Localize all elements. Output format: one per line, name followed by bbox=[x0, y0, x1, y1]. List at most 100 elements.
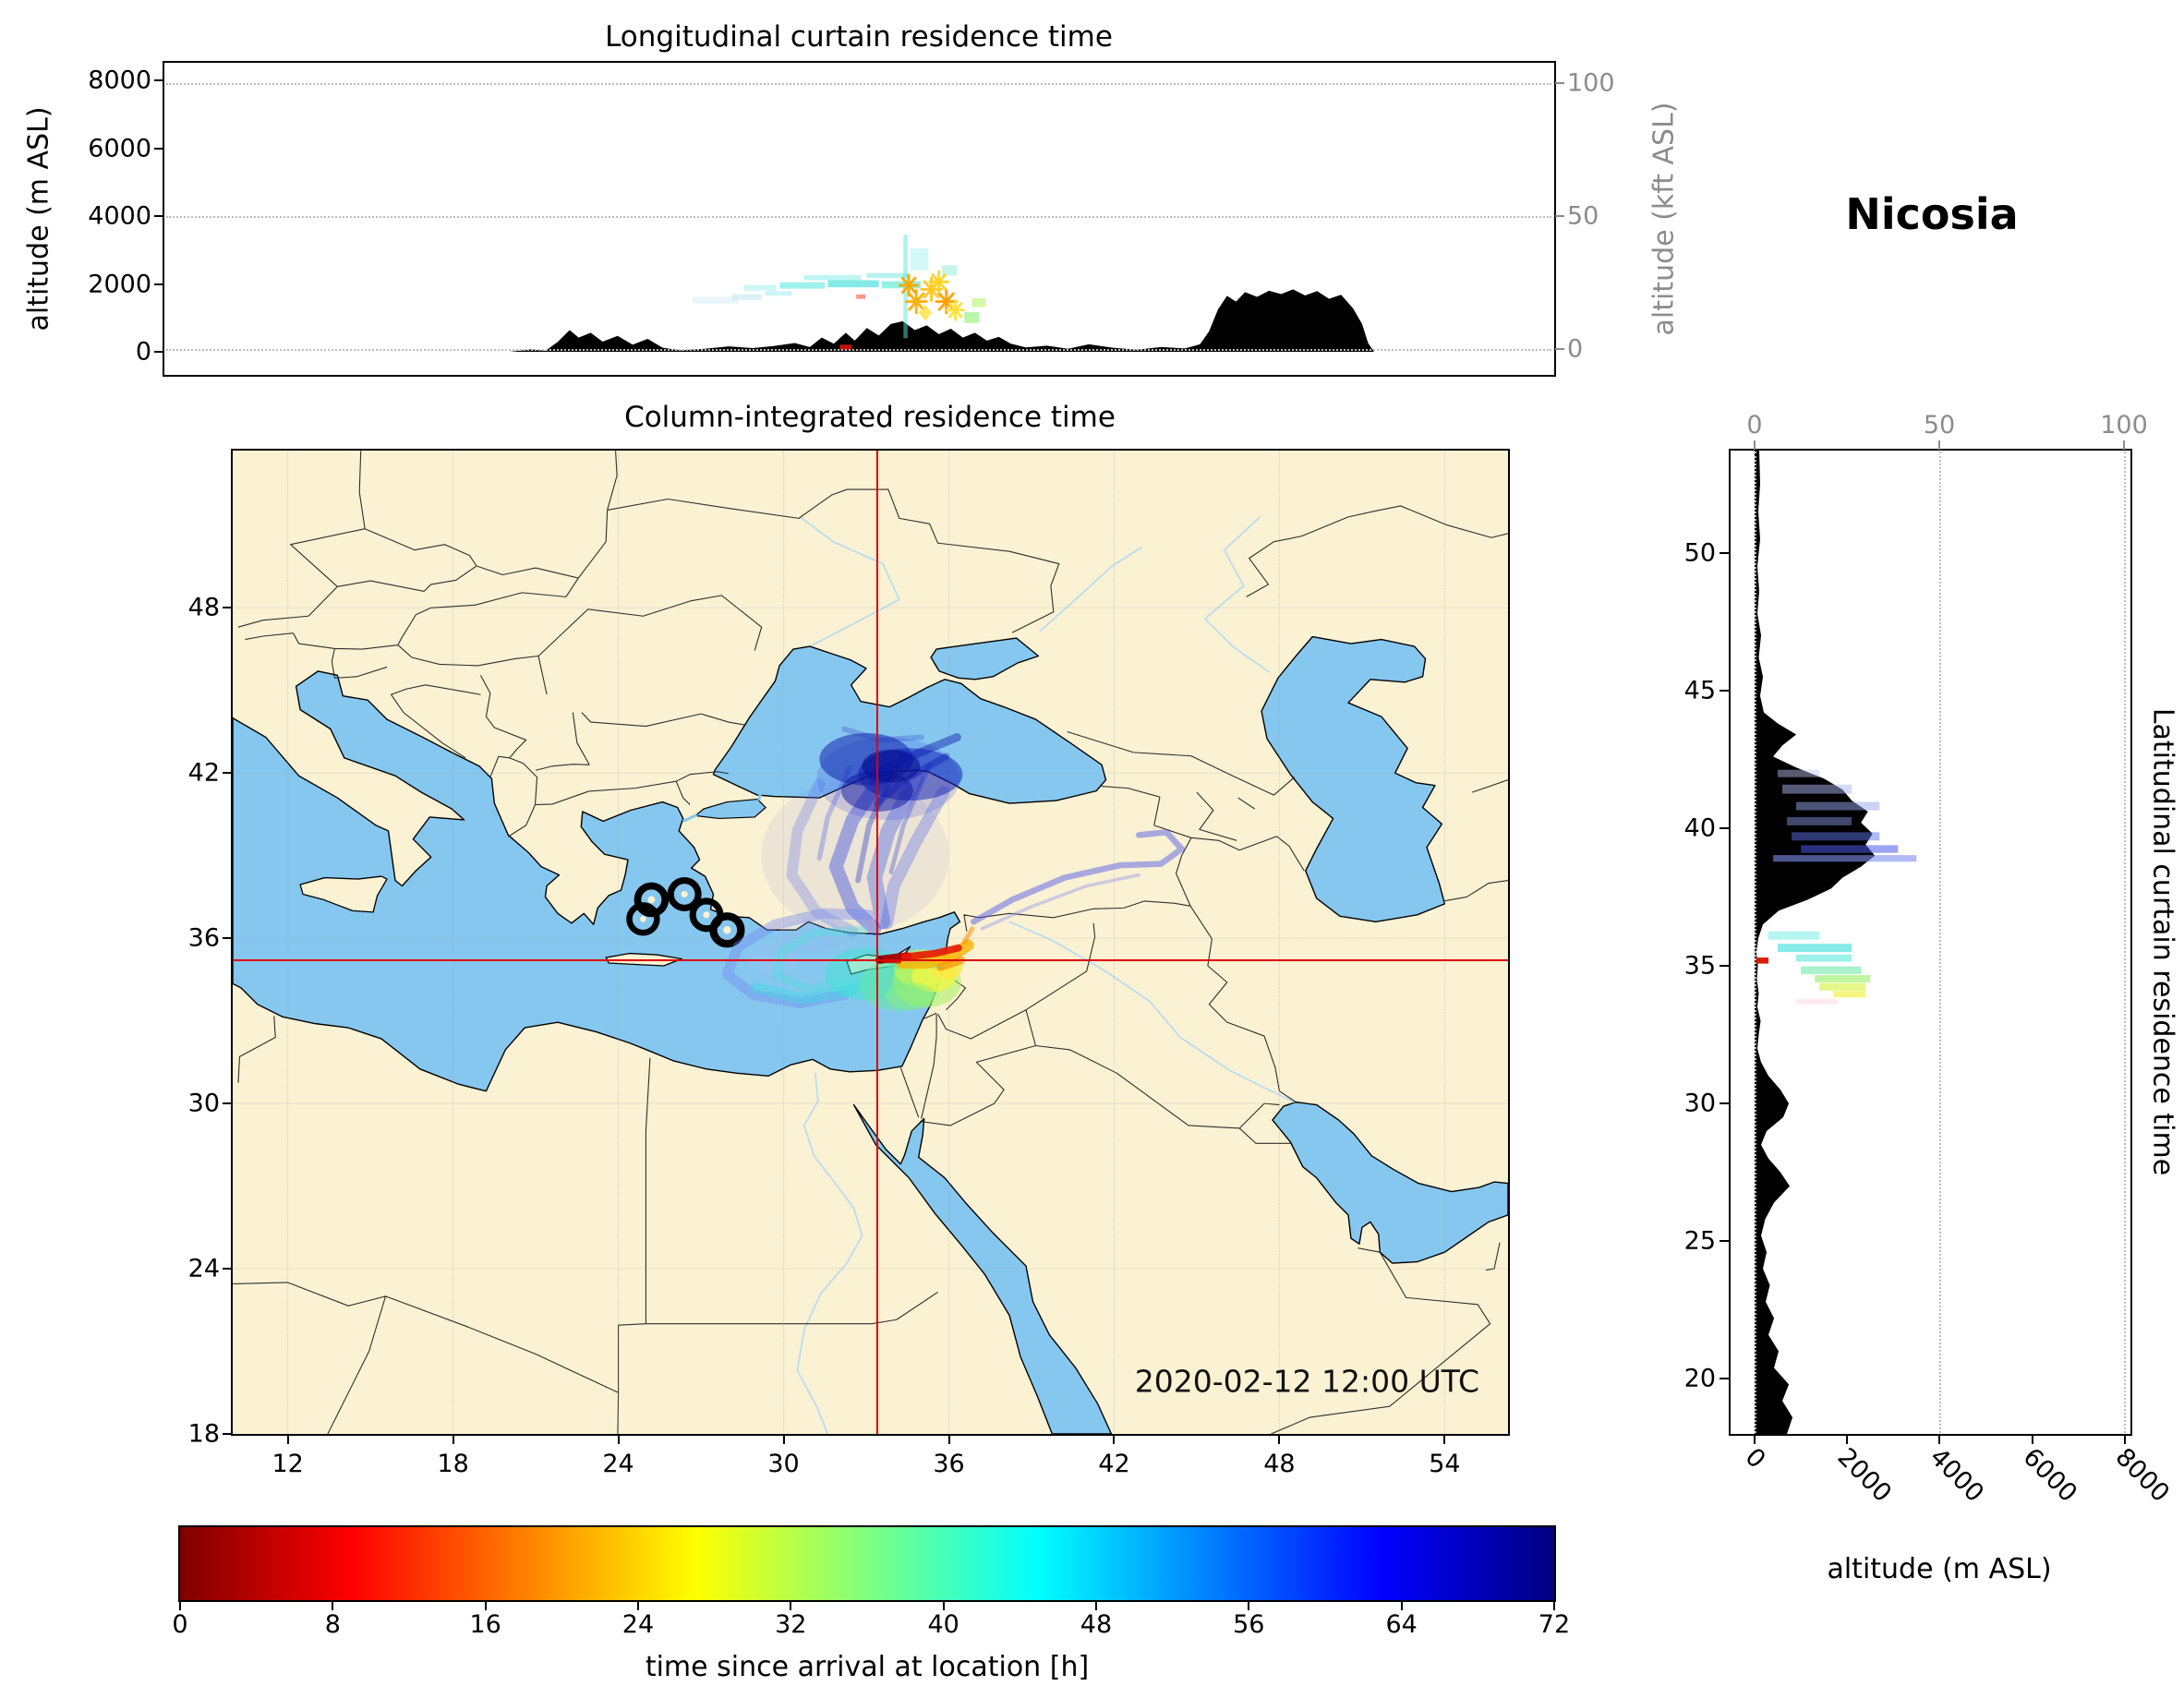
tick-label: 48 bbox=[187, 593, 220, 622]
plume-cell bbox=[1796, 801, 1880, 811]
tick-mark bbox=[223, 1268, 232, 1270]
tick-mark bbox=[1094, 1602, 1097, 1610]
plume-blob bbox=[778, 919, 845, 953]
map-datetime: 2020-02-12 12:00 UTC bbox=[1134, 1363, 1479, 1400]
tick-mark bbox=[1248, 1602, 1250, 1610]
island-sicily bbox=[300, 876, 387, 912]
plume-cell bbox=[1801, 966, 1862, 974]
plume-blob bbox=[761, 778, 949, 933]
tick-label: 100 bbox=[1567, 68, 1615, 98]
tick-mark bbox=[154, 215, 163, 217]
plume-cell bbox=[827, 280, 879, 288]
tick-mark bbox=[484, 1602, 487, 1610]
red-sea bbox=[854, 1105, 1112, 1434]
tick-mark bbox=[1719, 551, 1729, 554]
tick-label: 8000 bbox=[88, 66, 151, 95]
plume-cell bbox=[866, 272, 910, 278]
tick-mark bbox=[947, 1435, 950, 1444]
top-panel-title: Longitudinal curtain residence time bbox=[605, 20, 1113, 54]
sea-of-marmara bbox=[695, 800, 766, 819]
tick-label: 100 bbox=[2100, 411, 2148, 440]
tick-mark bbox=[154, 147, 163, 150]
plume-star-marker bbox=[933, 275, 946, 289]
tick-label: 18 bbox=[187, 1419, 220, 1449]
right-panel-xlabel: altitude (m ASL) bbox=[1827, 1553, 2052, 1585]
persian-gulf bbox=[1273, 1102, 1508, 1263]
rivers bbox=[797, 517, 1294, 1434]
tick-mark bbox=[1719, 1240, 1729, 1243]
plume-cell bbox=[693, 296, 738, 304]
tick-label: 48 bbox=[1080, 1610, 1113, 1639]
terrain-profile bbox=[1755, 451, 1876, 1434]
plume-streak bbox=[816, 765, 852, 861]
tick-mark bbox=[1555, 215, 1564, 217]
plume-streak bbox=[772, 925, 868, 994]
tick-label: 8000 bbox=[2109, 1442, 2175, 1509]
sea-of-azov bbox=[931, 638, 1038, 680]
tick-label: 6000 bbox=[2017, 1442, 2082, 1509]
tick-mark bbox=[1719, 826, 1729, 829]
plume-cell bbox=[964, 312, 980, 323]
plume-cell bbox=[1773, 855, 1917, 862]
tick-mark bbox=[942, 1602, 945, 1610]
plume-cell bbox=[1787, 816, 1852, 825]
plume-streak bbox=[980, 873, 1141, 931]
tick-label: 12 bbox=[271, 1450, 304, 1478]
tick-label: 30 bbox=[187, 1089, 220, 1118]
gridline bbox=[166, 349, 1551, 351]
caspian-sea bbox=[1261, 637, 1444, 922]
plume-cell bbox=[765, 291, 792, 296]
tick-label: 40 bbox=[1683, 813, 1716, 843]
plume-streak bbox=[961, 926, 975, 945]
map-title: Column-integrated residence time bbox=[624, 401, 1116, 434]
plume-cell bbox=[1756, 957, 1769, 964]
latitudinal-curtain-panel bbox=[1729, 449, 2132, 1436]
plume-star-marker bbox=[902, 278, 915, 292]
tick-mark bbox=[223, 1102, 232, 1105]
tick-mark bbox=[1719, 689, 1729, 692]
tick-mark bbox=[1846, 1435, 1849, 1444]
gridline bbox=[166, 216, 1551, 218]
tick-mark bbox=[1754, 440, 1756, 450]
plume-streak bbox=[936, 956, 966, 971]
tick-label: 30 bbox=[1683, 1089, 1716, 1118]
tick-mark bbox=[1719, 1102, 1729, 1105]
plume-streak bbox=[867, 732, 961, 780]
tick-mark bbox=[223, 772, 232, 775]
plume-cell bbox=[803, 274, 862, 281]
tick-mark bbox=[452, 1435, 454, 1444]
tick-mark bbox=[1555, 348, 1564, 350]
plume-cell bbox=[1768, 931, 1820, 940]
tick-label: 25 bbox=[1683, 1226, 1716, 1256]
plume-cell bbox=[1815, 975, 1871, 982]
tick-mark bbox=[617, 1435, 620, 1444]
plume-cell bbox=[910, 247, 929, 271]
tick-label: 72 bbox=[1538, 1610, 1571, 1639]
tick-label: 56 bbox=[1233, 1610, 1265, 1639]
map-panel bbox=[231, 449, 1510, 1436]
tick-mark bbox=[154, 351, 163, 353]
plume-cell bbox=[1833, 991, 1866, 998]
tick-label: 2000 bbox=[1831, 1442, 1898, 1509]
tick-label: 42 bbox=[187, 758, 220, 788]
tick-label: 16 bbox=[469, 1610, 501, 1639]
plume-cell bbox=[1796, 954, 1852, 962]
tick-mark bbox=[154, 79, 163, 81]
tick-mark bbox=[1719, 964, 1729, 967]
gridline bbox=[1939, 452, 1941, 1433]
residence-time-plume bbox=[721, 726, 1185, 1012]
colorbar-gradient bbox=[180, 1527, 1554, 1600]
tick-label: 0 bbox=[172, 1610, 188, 1639]
plume-cell bbox=[1778, 769, 1820, 777]
tick-label: 50 bbox=[1923, 411, 1956, 440]
plume-cell bbox=[1782, 784, 1852, 794]
plume-streak bbox=[900, 944, 962, 961]
tick-mark bbox=[154, 283, 163, 285]
tick-mark bbox=[1443, 1435, 1446, 1444]
tick-mark bbox=[223, 937, 232, 940]
tick-mark bbox=[2123, 1435, 2126, 1444]
plume-blob bbox=[747, 944, 798, 971]
tick-label: 32 bbox=[775, 1610, 807, 1639]
tick-label: 54 bbox=[1429, 1450, 1461, 1478]
longitudinal-curtain-plot bbox=[164, 235, 1554, 353]
